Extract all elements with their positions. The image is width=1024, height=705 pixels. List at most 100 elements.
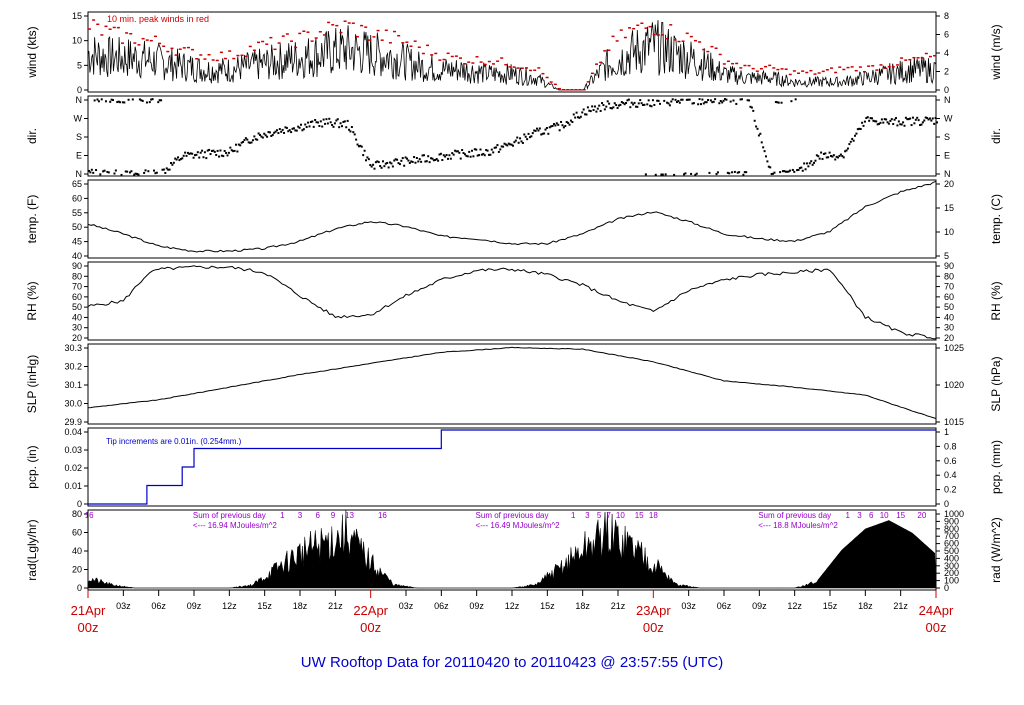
wind-dir-point <box>705 101 708 104</box>
wind-peak-mark <box>182 47 186 49</box>
wind-peak-mark <box>483 63 487 66</box>
wind-peak-mark <box>467 61 471 63</box>
rad-day-sum-label: Sum of previous day <box>758 511 831 520</box>
wind-dir-point <box>917 119 920 122</box>
rad-hour-mark: 3 <box>857 511 862 520</box>
wind-dir-point <box>711 101 714 104</box>
wind-dir-point <box>528 136 531 139</box>
wind-dir-point <box>448 154 451 157</box>
wind-dir-point <box>900 123 903 126</box>
wind-dir-point <box>473 148 476 151</box>
wind-dir-point <box>671 98 674 101</box>
wind-dir-point <box>759 132 762 135</box>
wind-peak-mark <box>718 53 722 56</box>
wind-dir-point <box>875 120 878 123</box>
wind-peak-mark <box>153 35 157 38</box>
wind-dir-point <box>722 99 725 102</box>
wind-dir-point <box>390 162 393 165</box>
wind-peak-mark <box>850 66 854 68</box>
wind-dir-point <box>356 143 359 146</box>
wind-dir-point <box>92 171 95 174</box>
wind-dir-point <box>913 122 916 125</box>
wind-dir-point <box>622 101 625 104</box>
wind-dir-point <box>883 118 886 121</box>
wind-dir-point <box>663 99 666 102</box>
dir-left-tick-label: W <box>74 114 83 124</box>
wind-dir-point <box>497 150 500 153</box>
wind-peak-mark <box>607 49 611 51</box>
pcp-right-tick-label: 0.4 <box>944 470 957 480</box>
wind-dir-point <box>814 159 817 162</box>
wind-dir-point <box>642 104 645 107</box>
wind-dir-point <box>352 131 355 134</box>
wind-dir-point <box>821 157 824 160</box>
wind-peak-mark <box>644 27 648 29</box>
wind-dir-point <box>920 123 923 126</box>
wind-dir-point <box>126 170 129 173</box>
wind-peak-mark <box>570 89 574 91</box>
rad-hour-mark: 1 <box>280 511 285 520</box>
wind-dir-point <box>664 173 667 176</box>
dir-left-tick-label: N <box>76 95 83 105</box>
rad-hour-mark: 20 <box>917 511 926 520</box>
wind-peak-mark <box>360 24 364 27</box>
wind-dir-point <box>233 149 236 152</box>
wind-peak-mark <box>281 35 285 37</box>
wind-dir-point <box>454 149 457 152</box>
wind-peak-mark <box>487 60 491 63</box>
wind-dir-point <box>308 125 311 128</box>
wind-dir-point <box>793 170 796 173</box>
wind-dir-point <box>355 138 358 141</box>
wind-dir-point <box>281 128 284 131</box>
wind-dir-point <box>732 99 735 102</box>
wind-dir-point <box>199 151 202 154</box>
wind-dir-point <box>790 100 793 103</box>
wind-peak-mark <box>277 42 281 44</box>
wind-dir-point <box>461 149 464 152</box>
wind-dir-point <box>130 170 133 173</box>
pcp-right-tick-label: 0 <box>944 499 949 509</box>
wind-dir-point <box>144 169 147 172</box>
rad-left-tick-label: 20 <box>72 565 82 575</box>
wind-dir-point <box>928 117 931 120</box>
wind-dir-point <box>415 157 418 160</box>
wind-dir-point <box>427 155 430 158</box>
wind-dir-point <box>480 153 483 156</box>
wind-dir-point <box>558 129 561 132</box>
wind-peak-mark <box>244 55 248 58</box>
wind-dir-point <box>452 153 455 156</box>
slp-left-tick-label: 30.0 <box>64 399 82 409</box>
wind-dir-point <box>205 157 208 160</box>
precip-annotation: Tip increments are 0.01in. (0.254mm.) <box>106 437 242 446</box>
temp-left-tick-label: 50 <box>72 222 82 232</box>
wind-peak-mark <box>805 71 809 74</box>
wind-dir-point <box>762 146 765 149</box>
rh-left-tick-label: 60 <box>72 292 82 302</box>
wind-dir-point <box>380 166 383 169</box>
wind-dir-point <box>315 121 318 124</box>
wind-peak-mark <box>891 66 895 68</box>
wind-dir-point <box>222 155 225 158</box>
wind-dir-point <box>581 111 584 114</box>
precip-step-line <box>88 429 936 505</box>
temp-right-tick-label: 20 <box>944 179 954 189</box>
wind-peak-mark <box>459 57 462 59</box>
wind-dir-point <box>374 161 377 164</box>
wind-dir-point <box>673 173 676 176</box>
wind-dir-point <box>345 126 348 129</box>
wind-dir-point <box>797 168 800 171</box>
wind-dir-point <box>167 168 170 171</box>
wind-dir-point <box>432 159 435 162</box>
x-hour-tick-label: 09z <box>752 601 767 611</box>
wind-dir-point <box>305 126 308 129</box>
wind-peak-mark <box>557 87 561 90</box>
rad-right-tick-label: 0 <box>944 583 949 593</box>
chart-footer-title: UW Rooftop Data for 20110420 to 20110423… <box>301 654 723 671</box>
wind-dir-point <box>451 152 454 155</box>
wind-dir-point <box>335 119 338 122</box>
wind-peak-mark <box>343 20 347 22</box>
wind-dir-point <box>400 159 403 162</box>
wind-dir-point <box>513 141 516 144</box>
wind-dir-point <box>831 155 834 158</box>
wind-peak-mark <box>170 47 174 50</box>
